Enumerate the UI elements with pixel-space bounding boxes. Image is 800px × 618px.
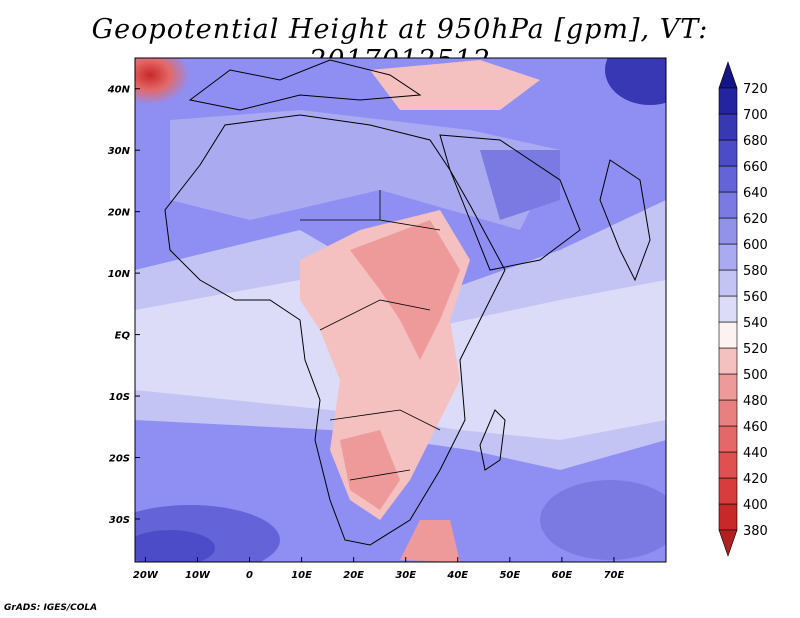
map-frame bbox=[134, 57, 667, 563]
colorbar-level-label: 660 bbox=[743, 160, 768, 175]
colorbar-level-label: 460 bbox=[743, 420, 768, 435]
lat-tick-label: 20N bbox=[108, 208, 131, 219]
lat-tick-label: 30S bbox=[109, 515, 130, 526]
colorbar-level-label: 620 bbox=[743, 212, 768, 227]
lon-tick-label: 70E bbox=[604, 570, 625, 581]
lon-tick-label: 10W bbox=[185, 570, 211, 581]
lon-tick-label: 20W bbox=[133, 570, 159, 581]
longitude-axis: 20W 10W 0 10E 20E 30E 40E 50E 60E 70E bbox=[133, 557, 625, 581]
colorbar-swatch bbox=[718, 165, 738, 193]
colorbar-level-label: 560 bbox=[743, 290, 768, 305]
colorbar-swatch bbox=[718, 347, 738, 375]
lon-tick-label: 60E bbox=[552, 570, 573, 581]
colorbar-level-label: 680 bbox=[743, 134, 768, 149]
colorbar-swatch bbox=[718, 373, 738, 401]
colorbar-swatch bbox=[718, 503, 738, 531]
colorbar-swatch bbox=[718, 217, 738, 245]
colorbar-swatch bbox=[718, 269, 738, 297]
colorbar-swatch bbox=[718, 425, 738, 453]
lat-tick-label: 30N bbox=[108, 146, 131, 157]
latitude-axis: 40N 30N 20N 10N EQ 10S 20S 30S bbox=[107, 85, 140, 526]
colorbar-swatch bbox=[718, 399, 738, 427]
colorbar-swatch bbox=[718, 87, 738, 115]
colorbar-level-label: 600 bbox=[743, 238, 768, 253]
lat-tick-label: EQ bbox=[115, 331, 131, 342]
lat-tick-label: 10N bbox=[108, 269, 131, 280]
lat-tick-label: 40N bbox=[107, 85, 131, 96]
colorbar-swatch bbox=[718, 113, 738, 141]
colorbar-bottom-arrow bbox=[718, 529, 738, 557]
lon-tick-label: 50E bbox=[499, 570, 520, 581]
colorbar: 380 400 420 440 460 480 500 520 540 560 580 600 620 6… bbox=[718, 61, 768, 557]
colorbar-level-label: 400 bbox=[743, 498, 768, 513]
lon-tick-label: 30E bbox=[395, 570, 416, 581]
colorbar-swatch bbox=[718, 451, 738, 479]
colorbar-swatch bbox=[718, 243, 738, 271]
colorbar-level-label: 500 bbox=[743, 368, 768, 383]
colorbar-swatch bbox=[718, 477, 738, 505]
lon-tick-label: 10E bbox=[291, 570, 312, 581]
colorbar-swatch bbox=[718, 295, 738, 323]
colorbar-level-label: 640 bbox=[743, 186, 768, 201]
lon-tick-label: 0 bbox=[246, 570, 253, 581]
colorbar-swatch bbox=[718, 139, 738, 167]
colorbar-level-label: 580 bbox=[743, 264, 768, 279]
grads-credit: GrADS: IGES/COLA bbox=[4, 603, 98, 613]
colorbar-level-label: 480 bbox=[743, 394, 768, 409]
colorbar-level-label: 420 bbox=[743, 472, 768, 487]
lon-tick-label: 40E bbox=[446, 570, 468, 581]
colorbar-level-label: 380 bbox=[743, 524, 768, 539]
lat-tick-label: 20S bbox=[109, 454, 130, 465]
colorbar-level-label: 440 bbox=[743, 446, 768, 461]
colorbar-swatch bbox=[718, 321, 738, 349]
colorbar-swatch bbox=[718, 191, 738, 219]
map-field bbox=[135, 58, 666, 562]
colorbar-level-label: 720 bbox=[743, 82, 768, 97]
colorbar-level-label: 520 bbox=[743, 342, 768, 357]
colorbar-level-label: 700 bbox=[743, 108, 768, 123]
colorbar-level-label: 540 bbox=[743, 316, 768, 331]
lon-tick-label: 20E bbox=[343, 570, 364, 581]
lat-tick-label: 10S bbox=[109, 392, 130, 403]
colorbar-top-arrow bbox=[718, 61, 738, 89]
